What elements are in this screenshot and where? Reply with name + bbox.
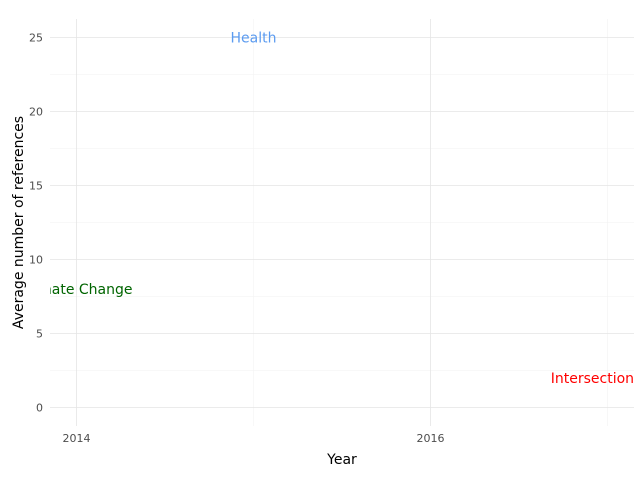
minor-gridlines	[50, 19, 634, 426]
y-tick-label: 25	[29, 32, 43, 45]
y-tick-label: 5	[36, 328, 43, 341]
major-gridlines	[50, 19, 634, 426]
y-tick-label: 10	[29, 254, 43, 267]
y-tick-label: 15	[29, 180, 43, 193]
tick-labels: 0 5 10 15 20 25 2014 2016	[29, 32, 444, 446]
x-tick-label: 2014	[63, 432, 91, 445]
y-axis-title: Average number of references	[11, 116, 27, 329]
point-label: Health	[231, 31, 277, 47]
point-label: Climate Change	[21, 282, 133, 298]
x-tick-label: 2016	[416, 432, 444, 445]
y-tick-label: 0	[36, 402, 43, 415]
y-tick-label: 20	[29, 106, 43, 119]
x-axis-title: Year	[326, 452, 357, 468]
point-label: Intersectionality	[551, 371, 640, 387]
point-labels: Climate Change Health Intersectionality	[21, 31, 640, 387]
